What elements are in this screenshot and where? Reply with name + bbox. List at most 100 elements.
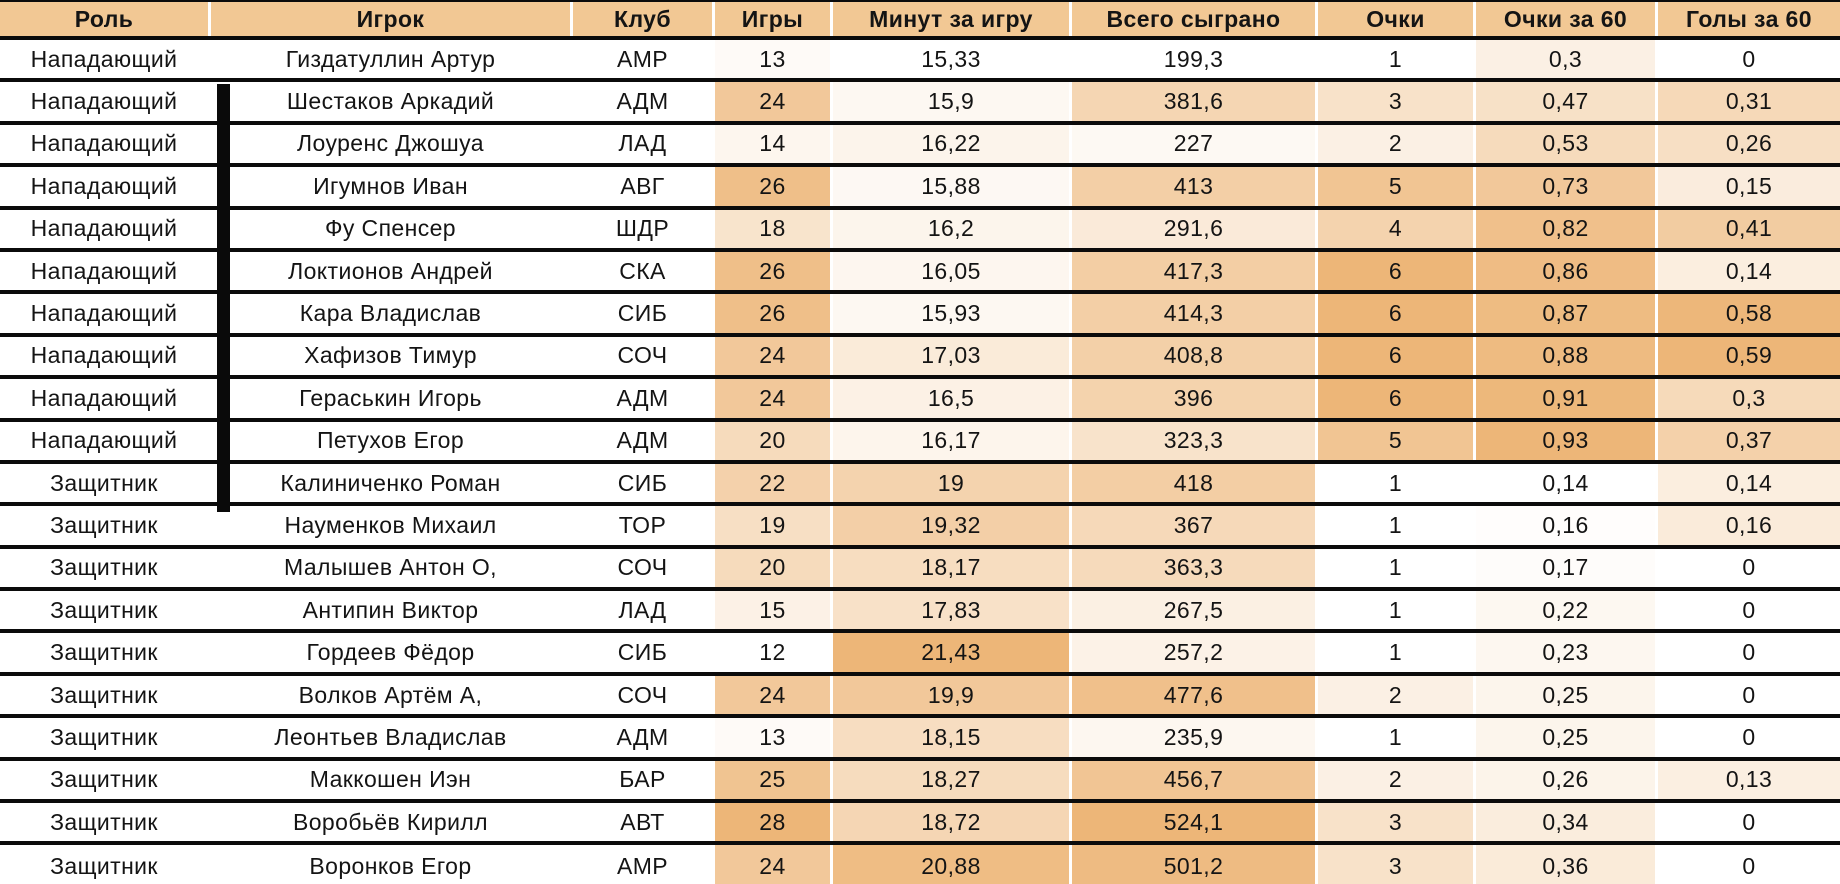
column-header-points: Очки [1315,2,1473,36]
cell-role: Нападающий [30,45,178,72]
cell-club: АМР [570,40,712,79]
cell-player: Леонтьев Владислав [208,718,570,757]
cell-player: Кара Владислав [208,294,570,333]
cell-total_played: 291,6 [1069,209,1315,248]
cell-points: 6 [1315,251,1473,291]
cell-points_per_60: 0,47 [1473,82,1655,121]
cell-total_played: 414,3 [1069,294,1315,333]
column-header-total_played: Всего сыграно [1069,2,1315,36]
cell-goals_per_60: 0 [1655,40,1840,79]
cell-role: Защитник [50,511,158,538]
table-row: Защитник Науменков Михаил ТОР 19 19,32 367 1 0,… [0,506,1840,549]
cell-player: Гордеев Фёдор [208,633,570,672]
table-row: Защитник Воронков Егор АМР 24 20,88 501,2 3 0,3… [0,845,1840,884]
cell-total_played: 367 [1069,506,1315,545]
cell-role: Нападающий [30,172,178,199]
cell-role: Защитник [50,554,158,581]
cell-points: 3 [1315,803,1473,842]
cell-points: 2 [1315,124,1473,164]
cell-total_played: 363,3 [1069,548,1315,588]
cell-goals_per_60: 0,31 [1655,82,1840,121]
cell-points_per_60: 0,23 [1473,633,1655,672]
cell-role: Нападающий [30,384,178,411]
cell-role: Защитник [50,853,158,880]
cell-player: Фу Спенсер [208,209,570,248]
cell-player: Воробьёв Кирилл [208,803,570,842]
cell-minutes_per_game: 17,83 [830,591,1069,630]
cell-points_per_60: 0,36 [1473,845,1655,884]
cell-games: 25 [712,760,830,800]
cell-player: Лоуренс Джошуа [208,124,570,164]
cell-player: Гераськин Игорь [208,379,570,418]
cell-points: 5 [1315,167,1473,206]
cell-points: 1 [1315,548,1473,588]
cell-points: 5 [1315,421,1473,460]
cell-role: Защитник [50,681,158,708]
table-row: Защитник Леонтьев Владислав АДМ 13 18,15 235,… [0,718,1840,761]
cell-total_played: 227 [1069,124,1315,164]
cell-points: 1 [1315,463,1473,503]
cell-total_played: 524,1 [1069,803,1315,842]
cell-club: АВГ [570,167,712,206]
cell-points_per_60: 0,34 [1473,803,1655,842]
cell-total_played: 199,3 [1069,40,1315,79]
cell-points: 6 [1315,294,1473,333]
cell-club: АДМ [570,82,712,121]
cell-points: 6 [1315,336,1473,376]
cell-total_played: 417,3 [1069,251,1315,291]
cell-goals_per_60: 0,59 [1655,336,1840,376]
cell-minutes_per_game: 18,15 [830,718,1069,757]
column-header-minutes_per_game: Минут за игру [830,2,1069,36]
cell-role: Нападающий [30,300,178,327]
column-header-role: Роль [0,2,208,36]
cell-points_per_60: 0,17 [1473,548,1655,588]
cell-goals_per_60: 0 [1655,803,1840,842]
cell-club: СИБ [570,463,712,503]
cell-games: 26 [712,167,830,206]
cell-role: Защитник [50,766,158,793]
cell-player: Локтионов Андрей [208,251,570,291]
cell-total_played: 408,8 [1069,336,1315,376]
cell-points_per_60: 0,87 [1473,294,1655,333]
cell-player: Гиздатуллин Артур [208,40,570,79]
column-header-goals_per_60: Голы за 60 [1655,2,1840,36]
cell-role: Защитник [50,639,158,666]
cell-points: 4 [1315,209,1473,248]
cell-games: 18 [712,209,830,248]
cell-points_per_60: 0,82 [1473,209,1655,248]
cell-points: 2 [1315,675,1473,715]
table-row: Нападающий Гераськин Игорь АДМ 24 16,5 396 6 0,… [0,379,1840,422]
cell-role: Защитник [50,808,158,835]
table-row: Защитник Антипин Виктор ЛАД 15 17,83 267,5 1 0,… [0,591,1840,634]
cell-minutes_per_game: 18,27 [830,760,1069,800]
cell-minutes_per_game: 16,2 [830,209,1069,248]
cell-games: 24 [712,845,830,884]
cell-points_per_60: 0,88 [1473,336,1655,376]
cell-minutes_per_game: 15,33 [830,40,1069,79]
cell-minutes_per_game: 15,9 [830,82,1069,121]
table-row: Нападающий Гиздатуллин Артур АМР 13 15,33 199… [0,40,1840,83]
table-row: Нападающий Локтионов Андрей СКА 26 16,05 417,… [0,251,1840,295]
cell-games: 28 [712,803,830,842]
cell-total_played: 323,3 [1069,421,1315,460]
column-header-club: Клуб [570,2,712,36]
cell-points_per_60: 0,91 [1473,379,1655,418]
cell-points_per_60: 0,53 [1473,124,1655,164]
cell-games: 19 [712,506,830,545]
cell-club: СОЧ [570,548,712,588]
table-row: Нападающий Фу Спенсер ШДР 18 16,2 291,6 4 0,82 0… [0,209,1840,252]
cell-player: Шестаков Аркадий [208,82,570,121]
cell-player: Хафизов Тимур [208,336,570,376]
cell-minutes_per_game: 16,22 [830,124,1069,164]
cell-goals_per_60: 0,14 [1655,251,1840,291]
cell-player: Игумнов Иван [208,167,570,206]
table-row: Нападающий Кара Владислав СИБ 26 15,93 414,3 6… [0,294,1840,337]
cell-role: Нападающий [30,88,178,115]
cell-games: 24 [712,675,830,715]
cell-role: Нападающий [30,342,178,369]
cell-club: БАР [570,760,712,800]
table-row: Защитник Калиниченко Роман СИБ 22 19 418 1 0,14… [0,463,1840,507]
table-row: Нападающий Петухов Егор АДМ 20 16,17 323,3 5 0,… [0,421,1840,464]
cell-player: Калиниченко Роман [208,463,570,503]
